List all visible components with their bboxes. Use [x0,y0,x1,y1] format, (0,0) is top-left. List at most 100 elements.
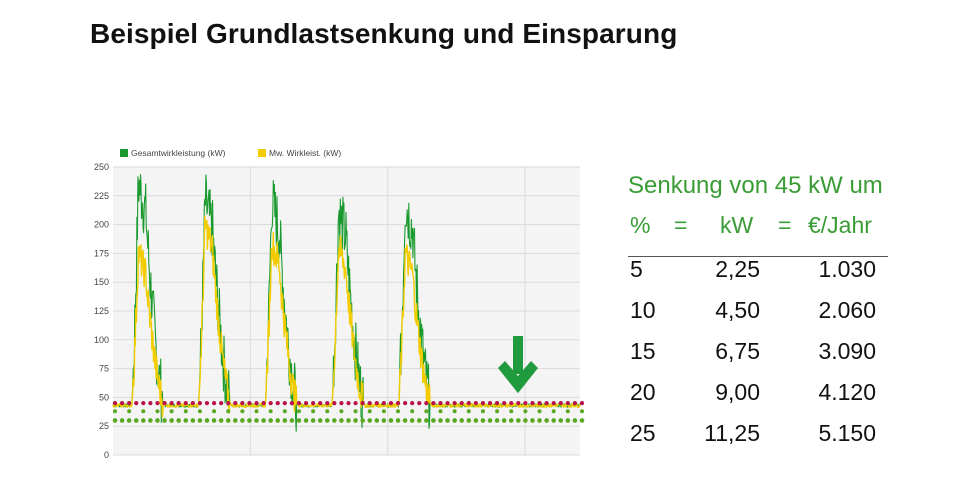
cell-kw: 9,00 [715,379,760,405]
base-dot [530,418,535,423]
base-dot [360,418,365,423]
reference-dot [417,401,422,406]
cell-eur: 2.060 [818,297,876,323]
y-tick-label: 150 [94,277,109,287]
reference-dot [572,401,578,406]
table-heading: Senkung von 45 kW um [628,172,883,199]
series-mittelwert [112,215,581,418]
cell-eur: 3.090 [818,338,876,364]
reference-dot [544,401,549,406]
base-dot [141,418,146,423]
base-dot [275,418,281,423]
base-dot [508,418,514,423]
reference-dot [247,401,252,406]
reference-dot [233,401,238,406]
table-row: 10 4,50 2.060 [628,291,948,332]
arrow-shaft [513,336,523,374]
cell-pct: 20 [630,379,656,405]
reference-dots [112,401,585,423]
reference-dot [162,401,167,406]
arrow-head [498,361,538,394]
table-row: 20 9,00 4.120 [628,373,948,414]
reference-dot [204,401,210,406]
reference-dot [360,401,365,406]
base-dot [119,418,125,423]
base-dot [544,418,549,423]
page-title: Beispiel Grundlastsenkung und Einsparung [90,18,678,49]
y-tick-label: 175 [94,248,109,258]
base-dot [289,418,295,423]
base-dot [551,409,556,414]
base-dot [113,409,117,414]
base-dot [409,418,415,423]
reference-dot [487,401,493,406]
base-dot [332,418,337,423]
reference-dot [169,401,174,406]
reference-dot [155,401,160,406]
savings-table: Senkung von 45 kW um % = kW = €/Jahr 5 2,… [628,172,948,455]
base-dot [388,418,394,423]
reference-dot [119,401,125,406]
base-dot [218,418,224,423]
reference-dot [261,401,266,406]
reference-dot [318,401,323,406]
base-dot [346,418,351,423]
legend: Gesamtwirkleistung (kW) Mw. Wirkleist. (k… [120,148,341,158]
reference-dot [332,401,337,406]
reference-dot [353,401,358,406]
base-dot [501,418,507,423]
base-dot [416,418,422,423]
y-tick-label: 225 [94,191,109,201]
reference-dot [183,401,188,406]
base-dot [466,409,471,414]
reference-dot [134,401,139,406]
reference-dot [148,401,153,406]
cell-pct: 25 [630,420,656,446]
reference-dot [452,401,457,406]
base-dot [324,418,330,423]
reference-dot [374,401,379,406]
base-dot [261,418,266,423]
reference-dot [388,401,394,406]
header-eq2: = [778,212,792,238]
base-dot [402,418,408,423]
reference-dot [211,401,217,406]
base-dot [204,418,210,423]
reference-dot [346,401,351,406]
base-dot [169,418,174,423]
cell-eur: 1.030 [818,256,876,282]
reference-dot [339,401,344,406]
base-dot [339,409,344,414]
legend-label: Mw. Wirkleist. (kW) [269,148,341,158]
reference-dot [127,401,132,406]
reference-dot [325,401,330,406]
reference-dot [459,401,464,406]
base-dot [126,418,132,423]
base-dot [282,409,287,414]
y-tick-label: 50 [99,392,109,402]
y-tick-label: 75 [99,364,109,374]
base-dot [431,418,436,423]
legend-swatch [120,149,128,157]
reference-dot [112,401,118,406]
base-dot [494,418,500,423]
y-tick-label: 125 [94,306,109,316]
reference-dot [176,401,181,406]
header-euro: €/Jahr [808,212,872,238]
legend-label: Gesamtwirkleistung (kW) [131,148,226,158]
header-rule [628,256,888,257]
reference-dot [410,401,415,406]
base-dot [381,418,387,423]
base-dot [523,418,528,423]
base-dot [268,418,273,423]
base-dot [459,418,465,423]
table-row: 5 2,25 1.030 [628,250,948,291]
reference-dot [395,401,401,406]
base-dot [353,418,358,423]
base-dot [247,418,252,423]
base-dot [133,418,139,423]
base-dot [565,418,571,423]
reference-dot [190,401,195,406]
reference-dot [579,401,585,406]
cell-kw: 2,25 [715,256,760,282]
